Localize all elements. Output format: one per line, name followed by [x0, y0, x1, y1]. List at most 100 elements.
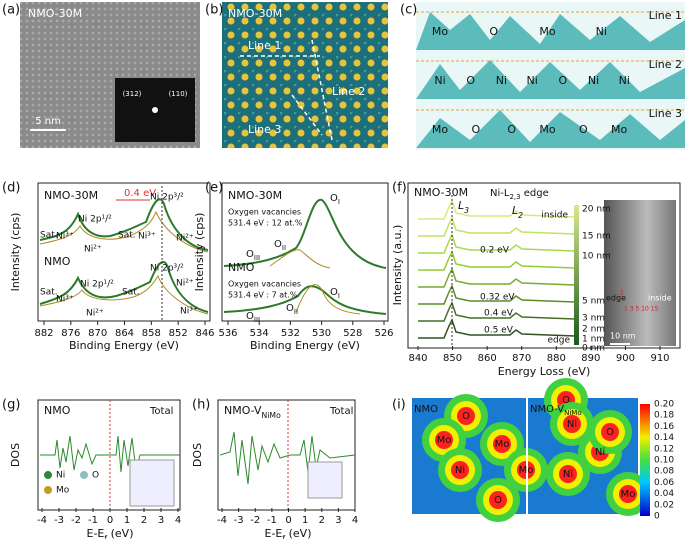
- charge-blob: [489, 491, 507, 509]
- atom-label: Mo: [495, 439, 510, 450]
- x-tick-label: 2: [319, 515, 325, 526]
- label: Ni³⁺: [56, 295, 74, 305]
- x-tick-label: 864: [115, 328, 134, 339]
- spectrum: [418, 284, 576, 305]
- colorbar-tick: 0.14: [654, 433, 674, 443]
- panel-title: NMO: [44, 404, 71, 417]
- panel-label: (h): [192, 398, 210, 413]
- x-tick-label: 900: [616, 353, 635, 364]
- charge-blob: [435, 431, 453, 449]
- x-tick-label: 852: [169, 328, 188, 339]
- label: OIII: [246, 249, 260, 262]
- panel-label: (d): [2, 181, 20, 196]
- label: (312): [123, 90, 142, 98]
- panel-title: NMO: [44, 255, 71, 268]
- label: Ni 2p³/²: [150, 264, 184, 274]
- stem-image: [604, 200, 676, 346]
- eels-spectra: [418, 199, 576, 339]
- atom-label: O: [562, 395, 570, 406]
- label: Line 1: [248, 39, 281, 52]
- spectrum: [418, 267, 576, 288]
- label: Ni²⁺: [86, 309, 104, 319]
- x-tick-label: -2: [71, 515, 81, 526]
- charge-blob: [457, 407, 475, 425]
- panel-title: NMO-30M: [28, 7, 82, 20]
- x-tick-label: 860: [478, 353, 497, 364]
- x-tick-label: -3: [234, 515, 244, 526]
- colorbar-tick: 0: [654, 512, 660, 522]
- x-tick-label: 1: [302, 515, 308, 526]
- x-tick-label: 4: [175, 515, 181, 526]
- label: 531.4 eV : 7 at.%: [228, 291, 298, 300]
- x-axis-label: E-Ef (eV): [87, 527, 134, 539]
- plot-frame: [221, 182, 389, 322]
- o1s-curves: [223, 198, 387, 315]
- panel-label: (c): [400, 3, 417, 18]
- label: 2: [620, 290, 624, 297]
- label: Oxygen vacancies: [228, 208, 301, 217]
- fft-spot: [152, 107, 158, 113]
- x-tick-label: 3: [158, 515, 164, 526]
- crystal-inset: [307, 461, 343, 499]
- atom-label: O: [606, 427, 614, 438]
- depth-label: 1 nm: [582, 335, 605, 345]
- line-scan: [240, 39, 333, 141]
- spectrum: [418, 216, 576, 237]
- depth-label: 10 nm: [582, 252, 611, 262]
- label: inside: [648, 294, 672, 303]
- label: Ni³⁺: [138, 232, 156, 242]
- atom-label: O: [466, 74, 475, 87]
- panel-title: NMO-30M: [228, 189, 282, 202]
- x-tick-label: 1: [124, 515, 130, 526]
- label: inside: [541, 211, 568, 221]
- charge-blob: [601, 423, 619, 441]
- label: Ni 2p¹/²: [80, 280, 114, 290]
- x-tick-label: -2: [250, 515, 260, 526]
- atom-label: O: [559, 74, 568, 87]
- label: (110): [169, 90, 188, 98]
- legend-label: Total: [329, 406, 353, 417]
- atom-label: Mo: [432, 25, 448, 38]
- atom-label: Mo: [539, 25, 555, 38]
- legend-marker: [80, 471, 88, 479]
- atom-label: Mo: [437, 435, 452, 446]
- legend-label: O: [92, 471, 99, 481]
- spectrum: [418, 318, 576, 339]
- x-tick-label: -4: [37, 515, 47, 526]
- label: Ni 2p³/²: [150, 193, 184, 203]
- atom-label: Ni: [526, 74, 537, 87]
- y-axis-label: Intensity (cps): [9, 213, 22, 292]
- colorbar-tick: 0.02: [654, 500, 674, 510]
- colorbar-tick: 0.16: [654, 422, 674, 432]
- atom-label: O: [507, 123, 516, 136]
- label: 1 3 5 10 15: [624, 306, 659, 313]
- x-tick-label: 0: [285, 515, 291, 526]
- atom-label: Mo: [519, 465, 534, 476]
- spectrum: [418, 199, 576, 220]
- colorbar-tick: 0.20: [654, 400, 674, 410]
- label: L3: [458, 199, 469, 215]
- panel-label: (a): [2, 3, 20, 18]
- panel-label: (f): [392, 181, 407, 196]
- panel-title: NMO: [414, 404, 438, 415]
- label: Sat.: [40, 231, 58, 241]
- label: Ni 2p¹/²: [78, 215, 112, 225]
- x-axis-label: Binding Energy (eV): [250, 339, 360, 352]
- atom-label: Ni: [595, 447, 605, 458]
- atom-label: O: [579, 123, 588, 136]
- label: Ni³⁺: [180, 307, 198, 317]
- label: OI: [330, 287, 340, 300]
- depth-label: 20 nm: [582, 205, 611, 215]
- x-tick-label: 882: [34, 328, 53, 339]
- x-tick-label: 3: [335, 515, 341, 526]
- charge-blob: [559, 465, 577, 483]
- depth-label: 5 nm: [582, 297, 605, 307]
- spectrum: [418, 301, 576, 322]
- atom-label: Ni: [563, 469, 573, 480]
- colorbar-tick: 0.06: [654, 478, 674, 488]
- label: 0.4 eV: [484, 309, 514, 319]
- atom-label: Ni: [496, 74, 507, 87]
- charge-blobs: [422, 378, 650, 522]
- y-axis-label: Intensity (a.u.): [391, 225, 404, 306]
